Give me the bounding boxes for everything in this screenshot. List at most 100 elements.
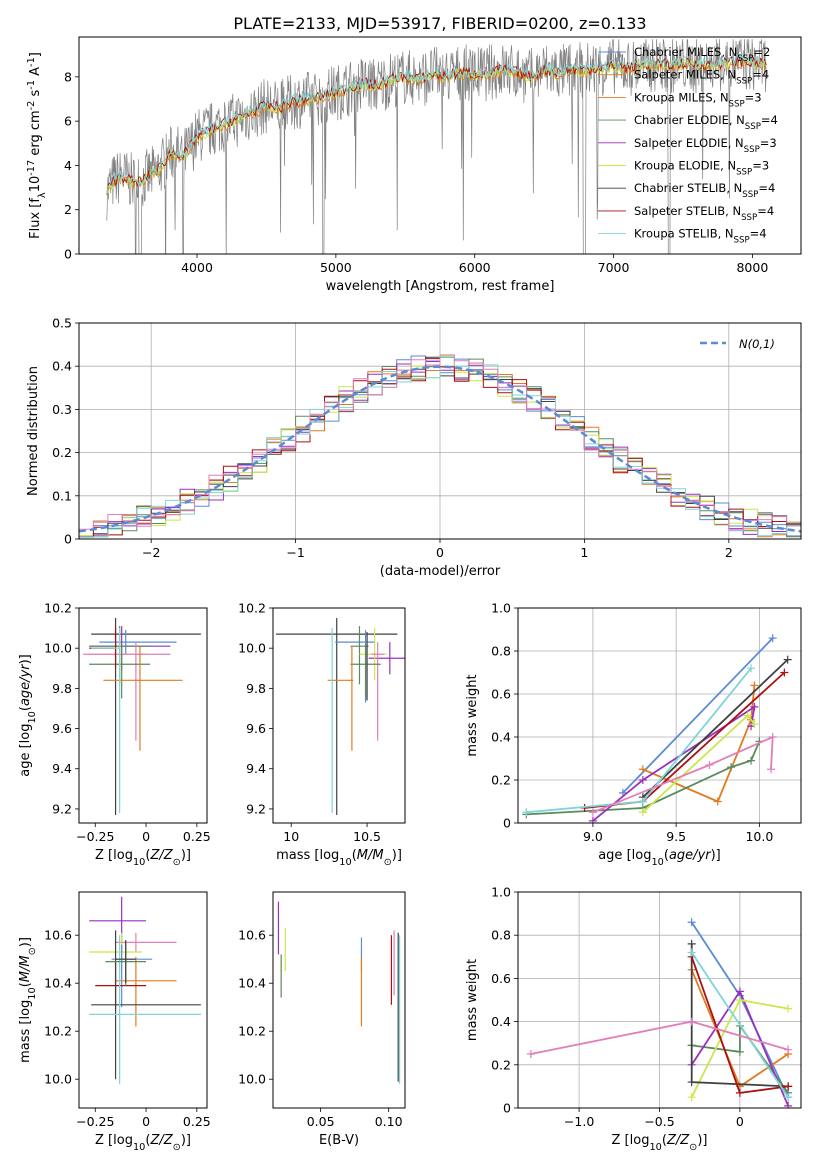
series-line-blue [622, 637, 774, 794]
x-tick-label: 10.0 [745, 829, 773, 844]
y-tick-label: 10.0 [238, 641, 266, 656]
series-marker [687, 1093, 696, 1102]
panel-residuals: −2 −1 0 1 2 0 0.1 0.2 0.3 0.4 0.5 (data-model)/erro… [26, 316, 802, 579]
x-tick-label: 1 [580, 545, 588, 560]
y-tick-label: 10.0 [44, 641, 72, 656]
legend-label: Chabrier STELIB, NSSP=4 [634, 181, 775, 200]
series-line-orange [642, 685, 756, 803]
axes-frame [78, 891, 208, 1109]
series-marker [735, 1088, 744, 1097]
plot-area [277, 901, 401, 1084]
legend-label: N(0,1) [739, 337, 775, 351]
x-tick-label: 0 [436, 545, 444, 560]
legend-label: Kroupa STELIB, NSSP=4 [634, 227, 767, 246]
y-tick-label: 9.4 [52, 761, 72, 776]
series-marker [638, 765, 647, 774]
series-marker [588, 808, 597, 817]
series-marker [735, 996, 744, 1004]
y-tick-label: 0 [64, 247, 72, 262]
x-tick-label: 2 [725, 545, 733, 560]
y-tick-label: 9.2 [52, 801, 72, 816]
x-tick-label: 8000 [736, 260, 768, 275]
y-axis-label: mass [log10(M/M⊙)] [18, 937, 38, 1063]
y-axis-label: mass weight [465, 959, 480, 1041]
legend-label: Kroupa ELODIE, NSSP=3 [634, 159, 769, 178]
x-axis-label: age [log10(age/yr)] [598, 848, 721, 868]
series-marker [638, 797, 647, 806]
axes-frame [78, 36, 802, 255]
y-tick-label: 10.0 [44, 1072, 72, 1087]
plot-area [522, 634, 792, 823]
y-tick-label: 0.6 [491, 971, 511, 986]
series-marker [743, 711, 752, 720]
x-tick-label: 7000 [598, 260, 630, 275]
y-tick-label: 0.3 [52, 402, 72, 417]
y-tick-label: 10.4 [238, 976, 266, 991]
y-tick-label: 10.2 [44, 601, 72, 616]
y-tick-label: 8 [64, 69, 72, 84]
series-marker [750, 702, 759, 711]
y-tick-label: 0.4 [52, 359, 72, 374]
series-marker [784, 1093, 793, 1102]
y-tick-label: 0 [503, 1101, 511, 1116]
series-marker [735, 1047, 744, 1056]
y-tick-label: 10.2 [44, 1024, 72, 1039]
series-line-lime [642, 714, 756, 813]
y-tick-label: 9.8 [52, 681, 72, 696]
x-tick-label: 0.10 [375, 1114, 403, 1129]
series-marker [522, 808, 531, 817]
x-tick-label: 0.05 [307, 1114, 335, 1129]
series-marker [735, 987, 744, 996]
x-tick-label: −2 [142, 545, 160, 560]
y-tick-label: 10.6 [44, 928, 72, 943]
series-marker [783, 655, 792, 664]
plot-area [89, 896, 201, 1084]
y-tick-label: 10.2 [238, 1024, 266, 1039]
panel-mass-vs-Z: −0.25 0 0.25 10.0 10.2 10.4 10.6 Z [log10(Z/Z⊙)… [18, 891, 211, 1153]
model-spectrum-cyan [106, 53, 767, 194]
series-marker [767, 765, 776, 774]
plot-area [79, 354, 801, 538]
series-marker [687, 948, 696, 957]
series-marker [750, 681, 759, 690]
series-marker [784, 1004, 793, 1013]
legend-label: Salpeter MILES, NSSP=4 [634, 68, 769, 87]
x-tick-label: 9.5 [666, 829, 686, 844]
series-line-cyan [526, 667, 752, 814]
series-marker [687, 939, 696, 948]
y-tick-label: 10.2 [238, 601, 266, 616]
series-marker [687, 1078, 696, 1087]
panel-age-vs-mass: 10 10.5 9.2 9.4 9.6 9.8 10.0 10.2 mass [log10(M/… [238, 601, 406, 868]
x-axis-label: mass [log10(M/M⊙)] [276, 848, 402, 868]
series-marker [687, 918, 696, 927]
y-tick-label: 9.2 [246, 801, 266, 816]
x-tick-label: 0 [736, 1114, 744, 1129]
x-tick-label: −0.25 [76, 1114, 114, 1129]
panel-age-vs-Z: −0.25 0 0.25 9.2 9.4 9.6 9.8 10.0 10.2 Z [log10(Z… [18, 601, 211, 868]
x-tick-label: 0.25 [183, 1114, 211, 1129]
y-tick-label: 0.2 [52, 445, 72, 460]
series-marker [750, 720, 759, 729]
series-marker [638, 808, 647, 817]
y-tick-label: 2 [64, 202, 72, 217]
y-tick-label: 0.2 [491, 1057, 511, 1072]
y-axis-label: mass weight [465, 674, 480, 756]
series-marker [768, 733, 777, 741]
legend-label: Chabrier ELODIE, NSSP=4 [634, 113, 778, 132]
series-marker [747, 756, 756, 765]
panel-mass-weight-vs-Z: −1.0 −0.5 0 0 0.2 0.4 0.6 0.8 1.0 Z [log10(Z/Z⊙)]… [465, 885, 802, 1153]
x-tick-label: 9.0 [583, 829, 603, 844]
x-tick-label: −0.5 [644, 1114, 674, 1129]
y-tick-label: 0.5 [52, 316, 72, 331]
x-tick-label: 0.25 [183, 829, 211, 844]
y-tick-label: 0.8 [491, 644, 511, 659]
x-axis-label: (data-model)/error [380, 564, 501, 579]
series-marker [768, 634, 777, 643]
y-tick-label: 1.0 [491, 885, 511, 900]
x-axis-label: Z [log10(Z/Z⊙)] [612, 1133, 708, 1153]
series-line-dark [642, 658, 789, 798]
y-axis-label: age [log10(age/yr)] [18, 654, 38, 777]
series-line-pink [592, 735, 774, 814]
x-tick-label: 6000 [459, 260, 491, 275]
